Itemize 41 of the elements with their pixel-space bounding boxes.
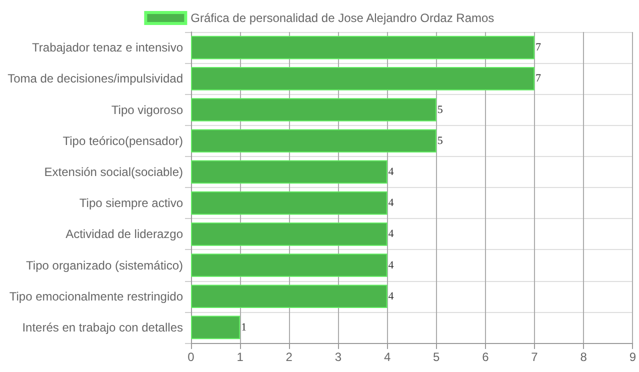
y-tick-label: Tipo emocionalmente restringido	[9, 289, 184, 304]
data-label: 7	[536, 42, 542, 54]
bar	[191, 222, 388, 246]
bar	[191, 160, 388, 184]
x-tick-label: 2	[286, 350, 293, 364]
bar	[191, 254, 388, 277]
data-label: 5	[437, 134, 444, 147]
bar	[191, 129, 436, 153]
bar	[191, 66, 535, 90]
x-tick-label: 3	[334, 350, 342, 364]
data-label: 4	[388, 290, 394, 302]
bar	[191, 36, 535, 60]
x-tick-label: 6	[482, 350, 490, 364]
x-tick-label: 4	[384, 350, 391, 364]
y-tick-label: Extensión social(sociable)	[44, 164, 183, 179]
x-tick-label: 9	[629, 350, 636, 364]
data-label: 4	[388, 166, 394, 178]
legend-label: Gráfica de personalidad de Jose Alejandro Ordaz Ramos	[190, 11, 494, 25]
y-tick-label: Interés en trabajo con detalles	[22, 320, 183, 334]
y-tick-label: Actividad de liderazgo	[66, 227, 184, 242]
y-tick-label: Tipo vigoroso	[111, 102, 184, 117]
bar	[191, 284, 388, 308]
data-label: 4	[388, 228, 394, 240]
y-tick-label: Toma de decisiones/impulsividad	[8, 72, 183, 86]
y-tick-label: Tipo siempre activo	[79, 196, 184, 210]
x-tick-label: 8	[580, 350, 588, 364]
data-label: 1	[241, 321, 247, 334]
data-label: 4	[388, 259, 394, 272]
y-tick-label: Tipo organizado (sistemático)	[26, 258, 183, 272]
x-tick-label: 1	[236, 350, 244, 364]
x-tick-label: 7	[531, 350, 538, 364]
x-tick-label: 5	[433, 350, 440, 364]
x-tick-label: 0	[188, 350, 195, 364]
bar	[191, 98, 436, 122]
data-label: 4	[388, 197, 394, 210]
bar	[191, 191, 388, 215]
y-tick-label: Trabajador tenaz e intensivo	[32, 40, 184, 55]
data-label: 5	[437, 104, 444, 116]
bar	[191, 316, 240, 340]
y-tick-label: Tipo teórico(pensador)	[62, 134, 184, 148]
data-label: 7	[536, 72, 542, 85]
